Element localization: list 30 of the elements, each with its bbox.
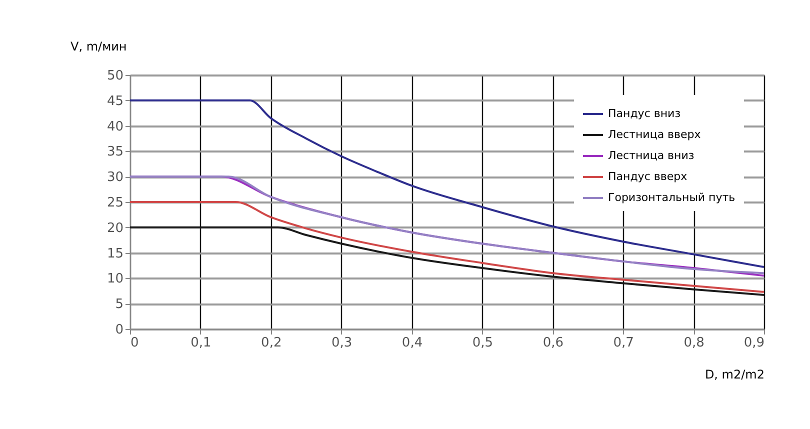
x-axis-title: D, m2/m2 [704,368,764,382]
y-axis-title: V, m/мин [70,40,127,54]
x-tick-label: 0,5 [472,336,494,350]
y-tick-label: 30 [106,170,124,186]
y-tick-label: 15 [106,246,124,262]
y-tick-label: 0 [115,322,124,338]
legend-label: Горизонтальный путь [608,191,736,204]
legend-label: Лестница вниз [608,149,694,162]
y-tick-label: 35 [106,144,124,160]
x-tick-label: 0,6 [542,336,564,350]
line-series [129,226,765,296]
legend-label: Пандус вниз [608,107,681,120]
y-tick-label: 25 [106,196,124,210]
x-tick-label: 0,2 [261,336,282,350]
y-tick-label: 50 [106,68,124,84]
x-tick-label: 0 [130,336,139,350]
x-tick-label: 0,4 [402,336,423,350]
x-tick-label: 0,3 [331,336,352,350]
x-tick-label: 0,1 [190,336,212,350]
y-tick-label: 45 [106,94,124,109]
x-tick-label: 0,9 [744,336,764,350]
x-tick-label: 0,8 [684,336,704,350]
x-tick-label: 0,7 [613,336,634,350]
y-tick-label: 40 [106,119,124,134]
y-tick-label: 5 [115,297,124,312]
line-series [129,99,765,268]
legend-label: Лестница вверх [608,128,702,141]
legend-label: Пандус вверх [608,170,688,183]
y-tick-label: 20 [106,220,124,236]
y-tick-label: 10 [106,272,124,287]
